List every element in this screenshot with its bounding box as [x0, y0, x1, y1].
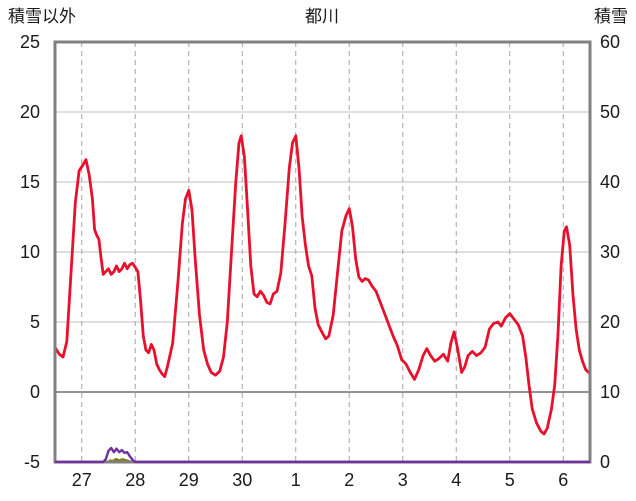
left-axis-tick-label: 0: [30, 382, 40, 402]
x-axis-tick-label: 5: [505, 470, 515, 490]
left-axis-tick-label: 20: [20, 102, 40, 122]
x-axis-tick-label: 1: [291, 470, 301, 490]
gridlines: [55, 42, 590, 462]
x-axis-tick-label: 2: [344, 470, 354, 490]
right-axis-tick-label: 60: [600, 32, 620, 52]
right-axis-tick-label: 40: [600, 172, 620, 192]
x-axis-tick-label: 27: [72, 470, 92, 490]
left-axis-tick-label: 25: [20, 32, 40, 52]
left-axis-title: 積雪以外: [8, 7, 76, 26]
left-axis-tick-label: 15: [20, 172, 40, 192]
right-axis-tick-label: 10: [600, 382, 620, 402]
x-axis-tick-label: 6: [558, 470, 568, 490]
x-axis-tick-label: 30: [232, 470, 252, 490]
left-axis-tick-label: 10: [20, 242, 40, 262]
left-axis-tick-label: -5: [24, 452, 40, 472]
x-axis-tick-label: 29: [179, 470, 199, 490]
chart-title: 都川: [305, 7, 339, 26]
right-axis-title: 積雪: [594, 7, 628, 26]
x-axis-tick-label: 3: [398, 470, 408, 490]
x-axis-tick-label: 28: [125, 470, 145, 490]
right-axis-tick-label: 20: [600, 312, 620, 332]
right-axis-tick-label: 0: [600, 452, 610, 472]
right-axis-tick-label: 50: [600, 102, 620, 122]
left-axis-tick-label: 5: [30, 312, 40, 332]
x-axis-tick-label: 4: [451, 470, 461, 490]
purple-line-series: [55, 446, 590, 464]
right-axis-tick-label: 30: [600, 242, 620, 262]
plot-frame: [53, 40, 592, 464]
red-line-series: [53, 134, 592, 436]
